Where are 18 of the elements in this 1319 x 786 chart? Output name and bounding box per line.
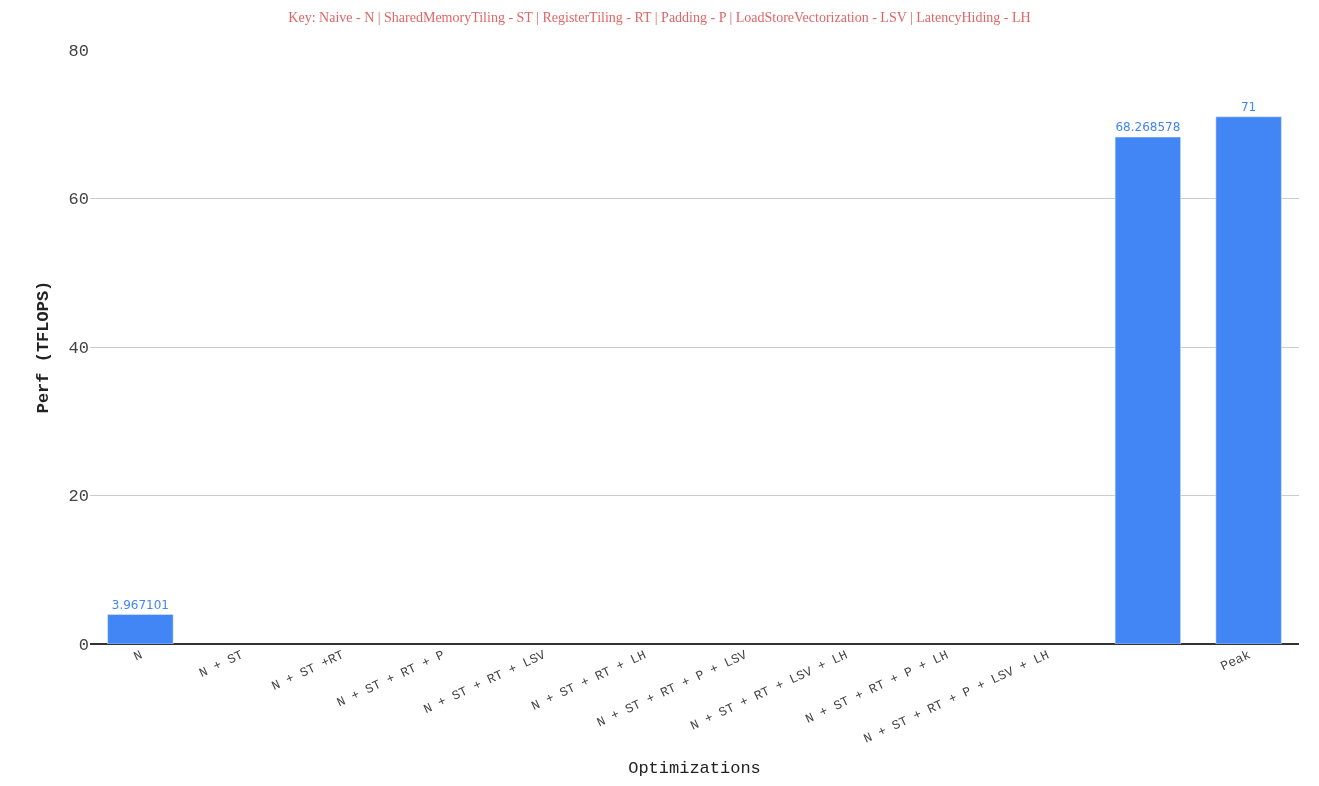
y-tick-label: 40 [68, 338, 89, 358]
y-tick-label: 20 [68, 487, 89, 507]
x-tick-label: N + ST [196, 647, 246, 681]
y-tick-label: 60 [68, 190, 89, 210]
bar [1114, 136, 1181, 644]
x-tick-label: N + ST +RT [269, 647, 347, 694]
x-tick-label: Peak [1218, 647, 1254, 675]
y-tick-label: 0 [78, 635, 89, 655]
data-label: 68.268578 [1115, 120, 1181, 135]
bar [107, 614, 174, 644]
bar [1215, 116, 1282, 644]
y-tick-label: 80 [68, 41, 89, 61]
y-axis-title: Perf (TFLOPS) [34, 280, 54, 414]
chart-title: Key: Naive - N | SharedMemoryTiling - ST | RegisterTiling - RT | Padding - P | LoadStoreVectorization - LSV | LatencyHiding - LH [288, 9, 1031, 25]
x-tick-label: N [131, 647, 145, 665]
data-label: 71 [1240, 99, 1257, 114]
data-label: 3.967101 [111, 597, 170, 612]
x-axis-title: Optimizations [628, 759, 761, 779]
